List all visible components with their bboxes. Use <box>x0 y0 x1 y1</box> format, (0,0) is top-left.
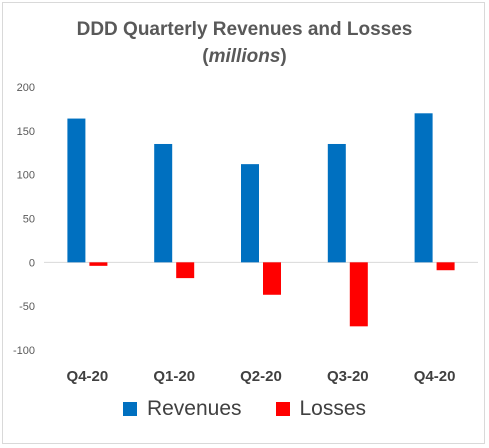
legend-item-revenues: Revenues <box>122 397 242 421</box>
bar-losses <box>176 262 195 279</box>
chart-subtitle: (millions) <box>0 45 489 69</box>
y-tick-label: -50 <box>19 301 35 313</box>
bar-revenues <box>67 118 86 263</box>
legend-label-losses: Losses <box>299 397 367 420</box>
y-tick-label: 200 <box>17 82 35 94</box>
bar-losses <box>89 262 108 266</box>
subtitle-unit: millions <box>208 46 281 67</box>
chart-legend: Revenues Losses <box>0 397 489 421</box>
legend-swatch-revenues <box>122 402 137 416</box>
subtitle-close-paren: ) <box>280 46 287 67</box>
bar-losses <box>436 262 455 271</box>
x-category-label: Q2-20 <box>240 368 282 385</box>
y-tick-label: 150 <box>17 126 35 138</box>
legend-item-losses: Losses <box>275 397 367 421</box>
chart-title: DDD Quarterly Revenues and Losses <box>76 19 413 40</box>
bar-revenues <box>327 143 346 263</box>
y-tick-label: 0 <box>29 257 35 269</box>
x-category-label: Q3-20 <box>327 368 369 385</box>
y-tick-label: -100 <box>13 345 35 357</box>
bar-revenues <box>154 143 173 263</box>
legend-swatch-losses <box>275 402 290 416</box>
bar-losses <box>349 262 368 327</box>
y-tick-label: 50 <box>23 214 35 226</box>
bar-losses <box>263 262 281 295</box>
x-category-label: Q4-20 <box>67 368 109 385</box>
bar-revenues <box>414 113 433 263</box>
legend-label-revenues: Revenues <box>146 397 242 420</box>
y-tick-label: 100 <box>17 170 35 182</box>
x-category-label: Q4-20 <box>414 368 456 385</box>
bar-revenues <box>241 164 259 263</box>
x-category-label: Q1-20 <box>153 368 195 385</box>
subtitle-open-paren: ( <box>202 46 209 67</box>
